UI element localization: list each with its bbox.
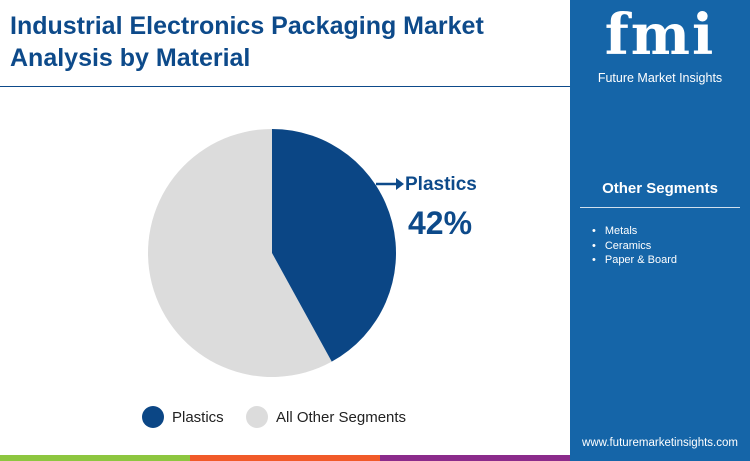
footer-bar-green [0, 455, 190, 461]
segment-item: Ceramics [592, 239, 677, 254]
pie-slice-all-other-segments [147, 129, 332, 377]
website-url: www.futuremarketinsights.com [582, 437, 738, 449]
other-segments-heading: Other Segments [602, 180, 718, 197]
legend-label: All Other Segments [276, 408, 407, 426]
segment-item: Metals [592, 224, 677, 239]
legend-item-other: All Other Segments [246, 406, 406, 428]
annotation-arrow-head [396, 178, 404, 190]
segment-list: Metals Ceramics Paper & Board [592, 224, 677, 268]
annotation-value: 42% [408, 205, 473, 241]
fmi-logo: fmi Future Market Insights [570, 2, 750, 86]
pie-chart [147, 129, 404, 377]
footer-bar-orange [190, 455, 380, 461]
legend-swatch [142, 406, 164, 428]
brand-name: Future Market Insights [597, 71, 723, 85]
pie-slice-plastics [272, 129, 396, 362]
logo-mark: fmi [604, 2, 716, 68]
divider [580, 207, 740, 208]
segment-item: Paper & Board [592, 253, 677, 268]
footer-bar-purple [380, 455, 570, 461]
title-divider [0, 86, 570, 87]
legend-swatch [246, 406, 268, 428]
sidebar: fmi Future Market Insights Other Segments… [570, 0, 750, 461]
legend-item-plastics: Plastics [142, 406, 224, 428]
annotation-label: Plastics [405, 174, 477, 195]
legend-label: Plastics [172, 408, 224, 426]
chart-title: Industrial Electronics Packaging Market … [10, 12, 484, 72]
